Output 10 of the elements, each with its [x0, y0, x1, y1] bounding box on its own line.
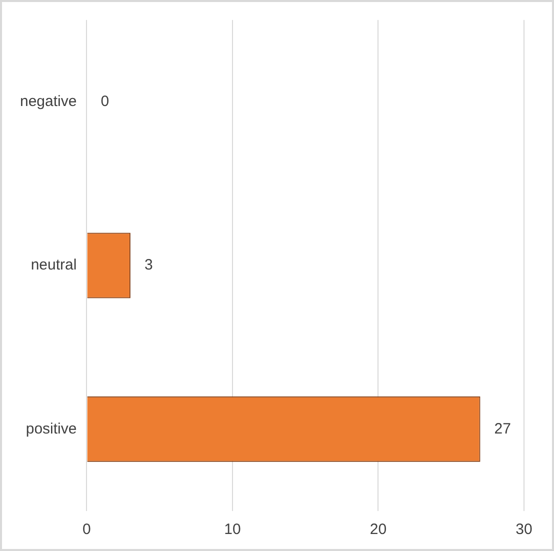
- data-label: 27: [494, 420, 511, 438]
- y-tick-label: neutral: [30, 256, 77, 274]
- x-tick-label: 20: [370, 521, 387, 538]
- x-tick-label: 30: [516, 521, 532, 538]
- x-tick-label: 0: [82, 521, 91, 538]
- y-tick-label: negative: [20, 92, 77, 110]
- x-tick-label: 10: [224, 521, 241, 538]
- data-label: 3: [144, 256, 153, 274]
- y-tick-label: positive: [26, 420, 77, 438]
- data-label: 0: [100, 92, 110, 110]
